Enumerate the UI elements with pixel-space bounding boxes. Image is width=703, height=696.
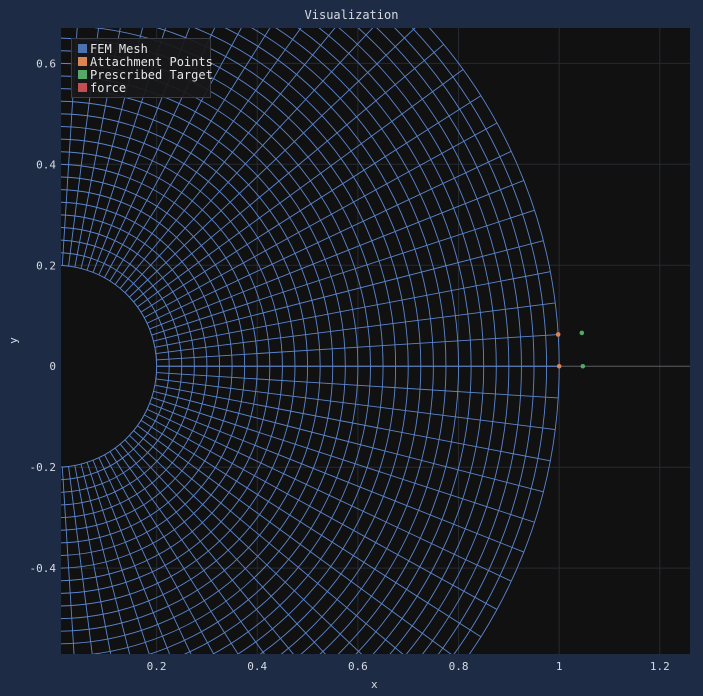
legend-label: force [90, 80, 127, 95]
mesh-spoke [0, 464, 31, 696]
fem-mesh [0, 0, 560, 696]
mesh-spoke [92, 459, 171, 654]
mesh-spoke [114, 447, 265, 654]
mesh-spoke [98, 457, 192, 654]
mesh-spoke [0, 0, 25, 270]
legend-item-prescribed-target[interactable]: Prescribed Target [78, 67, 213, 82]
mesh-spoke [156, 334, 559, 361]
mesh-spoke [124, 439, 326, 654]
mesh-spoke [0, 451, 2, 696]
mesh-spoke [129, 28, 416, 298]
mesh-spoke [149, 179, 524, 330]
mesh-spoke [104, 454, 215, 654]
mesh-spoke [0, 0, 2, 281]
mesh-spoke [146, 408, 512, 582]
mesh-spoke [68, 466, 93, 654]
mesh-spoke [143, 414, 498, 610]
prescribed-target-point [580, 363, 586, 369]
legend-label: Attachment Points [90, 54, 213, 69]
mesh-spoke [154, 384, 551, 462]
mesh-spoke [151, 209, 535, 336]
y-tick-label: 0.6 [36, 57, 56, 70]
mesh-spoke [80, 463, 131, 654]
legend-item-fem-mesh[interactable]: FEM Mesh [78, 41, 210, 56]
mesh-inner-boundary [61, 264, 158, 468]
x-tick-label: 0.8 [449, 660, 469, 673]
mesh-spoke [0, 0, 37, 267]
mesh-spoke [153, 390, 544, 493]
mesh-spoke [155, 302, 556, 355]
mesh-spoke [0, 466, 43, 696]
mesh-spoke [24, 0, 49, 265]
mesh-spoke [140, 419, 482, 638]
legend-swatch-force [78, 83, 87, 92]
mesh-spoke [155, 378, 556, 430]
data-points [555, 330, 586, 369]
mesh-spoke [0, 0, 19, 272]
prescribed-target-point [579, 330, 585, 336]
y-tick-label: 0 [49, 360, 56, 373]
mesh-spoke [0, 462, 25, 696]
mesh-spoke [0, 0, 13, 275]
mesh-spoke [0, 455, 7, 696]
legend-label: Prescribed Target [90, 67, 213, 82]
mesh-spoke [114, 28, 302, 285]
mesh-spoke [109, 28, 271, 282]
mesh-spoke [86, 462, 150, 654]
mesh-spoke [0, 0, 7, 278]
mesh-spoke [140, 95, 482, 313]
mesh-spoke [74, 465, 112, 654]
legend-swatch-prescribed-target [78, 70, 87, 79]
legend-swatch-attachment-points [78, 57, 87, 66]
mesh-spoke [0, 0, 43, 266]
mesh-spoke [119, 28, 336, 289]
x-tick-label: 0.4 [247, 660, 267, 673]
legend-label: FEM Mesh [90, 41, 148, 56]
mesh-spoke [153, 240, 544, 342]
mesh-spoke [124, 28, 374, 293]
mesh-spoke [0, 460, 19, 696]
mesh-spoke [137, 425, 452, 654]
x-tick-label: 0.6 [348, 660, 368, 673]
mesh-spoke [133, 430, 404, 654]
mesh-spoke [143, 122, 498, 318]
y-axis-label: y [6, 337, 20, 344]
mesh-spoke [151, 397, 535, 523]
legend-item-force[interactable]: force [78, 80, 210, 95]
mesh-spoke [109, 451, 239, 654]
x-tick-label: 0.2 [147, 660, 167, 673]
mesh-spoke [119, 443, 294, 654]
mesh-spoke [104, 28, 242, 278]
mesh-spoke [156, 372, 559, 399]
mesh-spoke [24, 467, 49, 696]
plot-title: Visualization [304, 8, 399, 22]
mesh-spoke [137, 69, 464, 308]
x-axis-label: x [371, 678, 378, 691]
attachment-points-point [556, 363, 562, 369]
mesh-spoke [154, 271, 551, 348]
mesh-spoke [0, 458, 13, 696]
mesh-spoke [0, 465, 37, 696]
legend-swatch-fem-mesh [78, 44, 87, 53]
legend-item-attachment-points[interactable]: Attachment Points [78, 54, 213, 69]
attachment-points-point [555, 332, 561, 337]
mesh-spoke [129, 435, 363, 654]
mesh-spoke [146, 150, 512, 324]
y-tick-label: -0.4 [30, 562, 57, 575]
y-tick-label: 0.2 [36, 259, 56, 272]
y-tick-label: -0.2 [30, 461, 57, 474]
mesh-spoke [61, 466, 75, 654]
x-tick-label: 1.2 [650, 660, 670, 673]
legend[interactable]: FEM Mesh Attachment Points Prescribed Ta… [71, 38, 213, 98]
mesh-spoke [0, 0, 31, 268]
mesh-spoke [149, 402, 524, 553]
y-tick-label: 0.4 [36, 158, 56, 171]
tick-labels: 0.2 0.4 0.6 0.8 1 1.2 -0.4 -0.2 0 0.2 0.4 0.6 [30, 57, 670, 673]
mesh-spoke [133, 44, 444, 303]
x-tick-label: 1 [556, 660, 563, 673]
